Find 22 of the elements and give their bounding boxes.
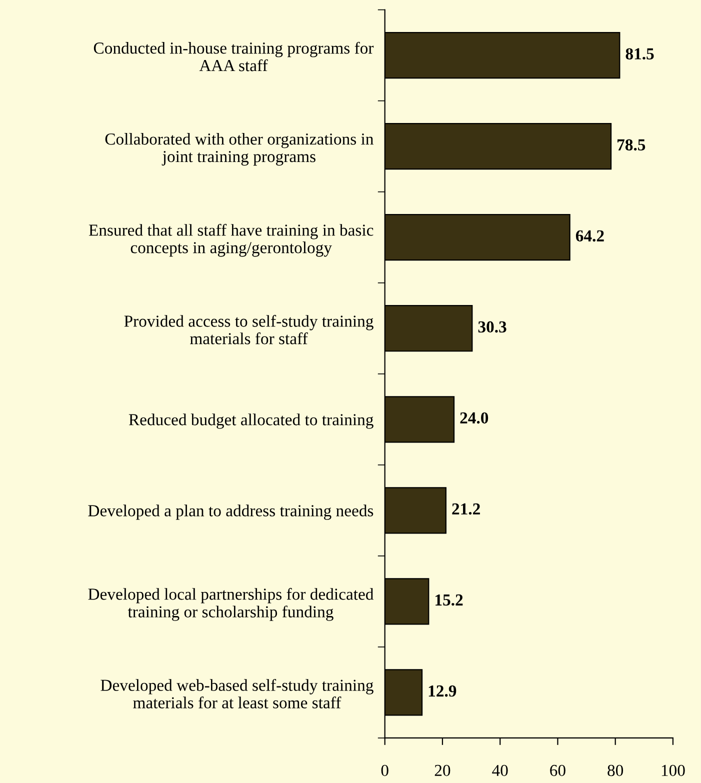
- data-label: 64.2: [576, 230, 604, 242]
- x-tick-label: 40: [492, 764, 508, 776]
- y-tick-label: Conducted in-house training programs for AAA staff: [94, 42, 374, 72]
- data-label: 78.5: [618, 139, 646, 151]
- x-tick-label: 0: [381, 764, 388, 776]
- y-tick-label: Reduced budget allocated to training: [128, 414, 374, 429]
- data-label: 30.3: [478, 321, 506, 333]
- data-label: 21.2: [452, 503, 480, 515]
- y-tick-label: Developed a plan to address training needs: [88, 504, 374, 520]
- y-tick-label: Collaborated with other organizations in joint training programs: [105, 132, 374, 166]
- data-label: 12.9: [428, 685, 456, 697]
- x-tick-label: 100: [662, 764, 685, 776]
- x-tick-label: 20: [434, 764, 450, 776]
- x-tick-label: 80: [608, 764, 624, 776]
- y-tick-label: Ensured that all staff have training in basic concepts in aging/gerontology: [88, 224, 374, 257]
- data-label: 24.0: [460, 412, 488, 424]
- x-tick-label: 60: [550, 764, 566, 776]
- data-label: 81.5: [626, 48, 654, 60]
- data-label: 15.2: [436, 594, 463, 606]
- y-tick-label: Developed web-based self-study training materials for at least some staff: [100, 679, 374, 708]
- y-tick-label: Developed local partnerships for dedicated training or scholarship funding: [88, 588, 374, 621]
- y-tick-label: Provided access to self-study training materials for staff: [124, 314, 374, 344]
